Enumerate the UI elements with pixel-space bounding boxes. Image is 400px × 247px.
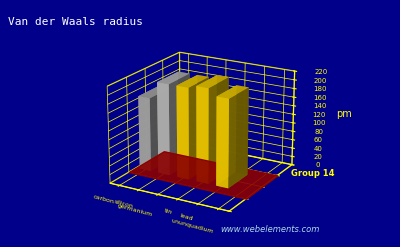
Text: www.webelements.com: www.webelements.com bbox=[220, 225, 319, 234]
Text: Van der Waals radius: Van der Waals radius bbox=[8, 17, 143, 27]
